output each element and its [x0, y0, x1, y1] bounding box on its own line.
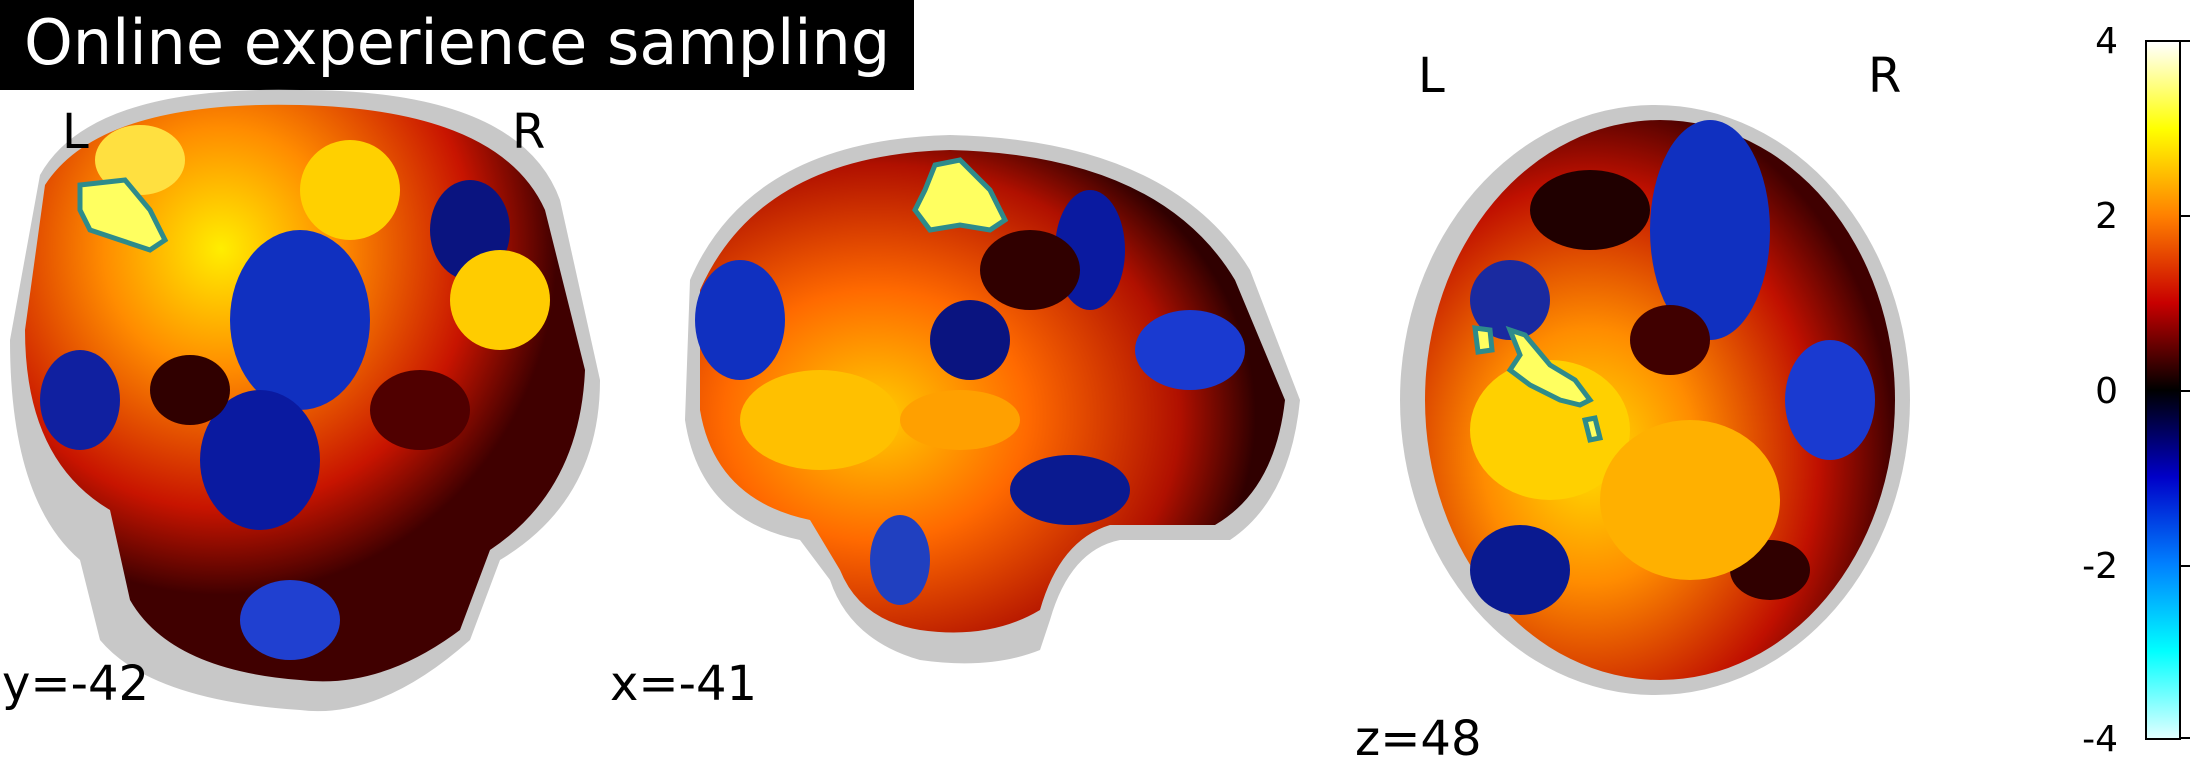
activation-blobs	[1470, 120, 1875, 615]
roi-contour	[77, 177, 169, 253]
roi-contour	[912, 157, 1009, 233]
colorbar-tick	[2181, 215, 2190, 217]
figure-title: Online experience sampling	[0, 0, 915, 90]
roi-contour	[1472, 325, 1495, 355]
roi-contour	[1581, 415, 1604, 443]
colorbar-tick-label: -2	[2082, 546, 2118, 587]
colorbar	[2145, 40, 2181, 740]
colorbar-tick	[2181, 565, 2190, 567]
brain-activation-map	[700, 150, 1285, 633]
coronal-left-marker: L	[62, 104, 89, 160]
colorbar-tick-label: -4	[2082, 719, 2118, 760]
sagittal-coord-label: x=-41	[610, 656, 758, 712]
colorbar-tick-label: 2	[2095, 196, 2118, 237]
axial-left-marker: L	[1418, 48, 1445, 104]
colorbar-tick	[2181, 390, 2190, 392]
colorbar-tick-label: 0	[2095, 371, 2118, 412]
coronal-right-marker: R	[512, 104, 546, 160]
coronal-coord-label: y=-42	[2, 656, 150, 712]
activation-blobs	[40, 125, 550, 660]
axial-coord-label: z=48	[1355, 711, 1482, 767]
roi-contour	[1505, 325, 1594, 408]
axial-brain-slice	[1400, 105, 1910, 695]
axial-right-marker: R	[1868, 48, 1902, 104]
sagittal-brain-slice	[685, 135, 1300, 664]
coronal-brain-slice	[10, 89, 600, 712]
colorbar-tick	[2181, 40, 2190, 42]
colorbar-tick	[2181, 737, 2190, 739]
activation-blobs	[695, 190, 1245, 605]
colorbar-tick-label: 4	[2095, 21, 2118, 62]
